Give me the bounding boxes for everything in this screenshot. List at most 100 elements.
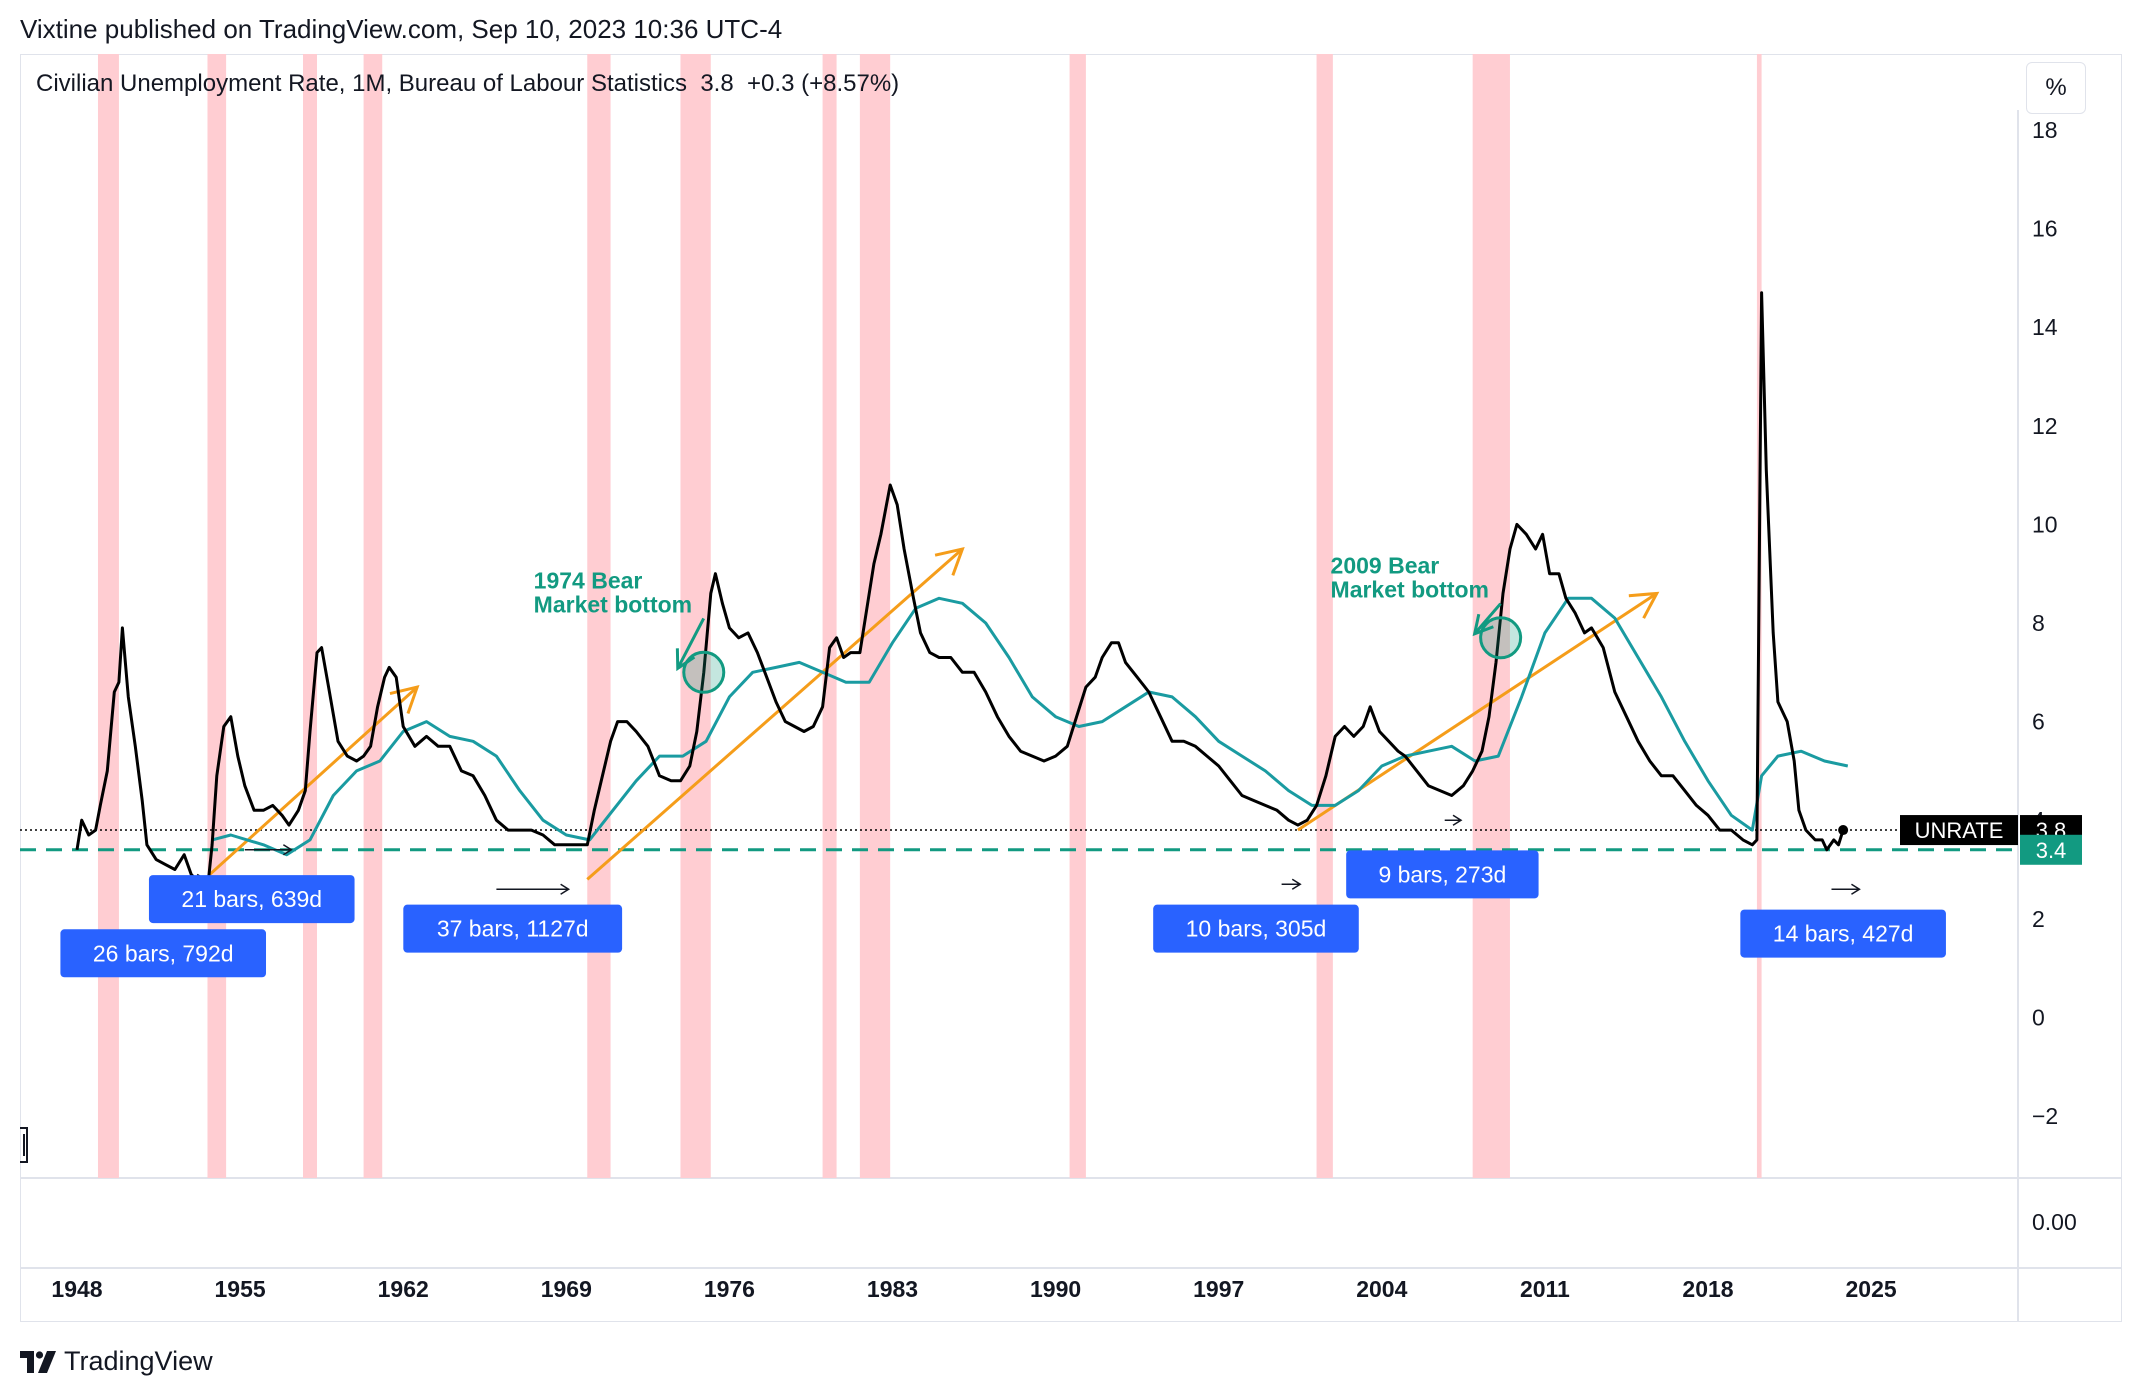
recession-band: [303, 54, 317, 1178]
unrate-line[interactable]: [75, 291, 1845, 891]
bottom-marker-circle: [682, 650, 726, 694]
annotation-line2: Market bottom: [1331, 577, 1489, 603]
series-name-badge: [1900, 815, 2018, 846]
chart-misc: [20, 1127, 28, 1163]
x-tick-label: 1969: [541, 1276, 592, 1302]
range-line-head: [282, 844, 293, 856]
range-line-head: [1452, 814, 1463, 826]
range-label-box: [403, 904, 623, 953]
recession-band: [363, 54, 383, 1178]
legend-series-name: Civilian Unemployment Rate, 1M, Bureau o…: [36, 70, 687, 97]
trend-arrow[interactable]: [208, 685, 419, 876]
range-label-text: 37 bars, 1127d: [437, 916, 589, 942]
range-line-head: [1291, 878, 1302, 890]
series-legend[interactable]: Civilian Unemployment Rate, 1M, Bureau o…: [36, 70, 899, 98]
brand-name: TradingView: [64, 1346, 213, 1376]
trend-arrow[interactable]: [586, 547, 964, 881]
annotation-pointer: [676, 617, 706, 669]
range-label-box: [1740, 909, 1946, 958]
range-label-box: [148, 875, 355, 924]
range-label-text: 26 bars, 792d: [93, 940, 234, 966]
y-tick-label: 2: [2032, 906, 2045, 932]
price-badges: UNRATE 3.83.4: [1900, 815, 2082, 865]
legend-change: +0.3: [747, 70, 795, 97]
range-label-box: [60, 929, 267, 978]
y-tick-label: 0: [2032, 1004, 2045, 1030]
range-measure[interactable]: 14 bars, 427d: [1740, 883, 1946, 958]
range-measure[interactable]: 37 bars, 1127d: [403, 883, 623, 953]
recession-band: [1069, 54, 1086, 1178]
x-tick-label: 1976: [704, 1276, 755, 1302]
recession-band: [822, 54, 837, 1178]
y-tick-label: −2: [2032, 1103, 2058, 1129]
unit-toggle-button[interactable]: %: [2026, 62, 2086, 114]
legend-change-pct: (+8.57%): [801, 70, 900, 97]
recession-band: [587, 54, 611, 1178]
recession-bands: [97, 54, 1762, 1178]
x-tick-label: 1990: [1030, 1276, 1081, 1302]
annotation-pointer-head: [1472, 613, 1494, 637]
range-line-head: [1851, 883, 1861, 895]
ma-line-group: [211, 596, 1849, 857]
range-measure[interactable]: 9 bars, 273d: [1346, 814, 1539, 899]
y-tick-label: 8: [2032, 610, 2045, 636]
range-measurements: 26 bars, 792d 21 bars, 639d 37 bars, 1127d…: [60, 814, 1946, 978]
y-tick-label: 18: [2032, 117, 2058, 143]
recession-band: [97, 54, 119, 1178]
range-measure[interactable]: 21 bars, 639d: [148, 844, 355, 924]
y-axis: 181614121086420−20.00: [2032, 117, 2077, 1235]
recession-band: [680, 54, 711, 1178]
y-tick-label: 16: [2032, 216, 2058, 242]
x-tick-label: 1948: [51, 1276, 102, 1302]
x-axis: 1948 1955 1962 1969 1976 1983 1990 1997 2004 2011…: [51, 1276, 1896, 1302]
publisher-line: Vixtine published on TradingView.com, Se…: [20, 14, 783, 44]
range-label-text: 9 bars, 273d: [1378, 861, 1506, 887]
range-label-text: 14 bars, 427d: [1773, 921, 1914, 947]
trend-arrowhead: [934, 546, 965, 576]
y-tick-label: 12: [2032, 413, 2058, 439]
series-name-badge-text: UNRATE: [1915, 818, 2004, 843]
annotation-pointer-head: [675, 648, 696, 672]
tradingview-logo[interactable]: TradingView: [20, 1346, 213, 1377]
annotation-line1: 2009 Bear: [1331, 553, 1440, 579]
unit-label: %: [2045, 74, 2067, 101]
range-line-head: [560, 883, 571, 895]
y-tick-label: 6: [2032, 709, 2045, 735]
support-value-badge-text: 3.4: [2036, 838, 2067, 863]
range-label-box: [1346, 850, 1539, 899]
trend-arrowhead: [1628, 591, 1660, 619]
y-tick-label: 14: [2032, 314, 2058, 340]
recession-band: [1316, 54, 1333, 1178]
price-line-group: [75, 291, 1849, 891]
x-tick-label: 2018: [1682, 1276, 1733, 1302]
pane-collapse-icon[interactable]: [20, 1127, 28, 1163]
annotation-line1: 1974 Bear: [534, 567, 643, 593]
support-value-badge: [2020, 834, 2082, 865]
x-tick-label: 2004: [1356, 1276, 1407, 1302]
support-line-group: [20, 829, 2018, 852]
x-tick-label: 1955: [215, 1276, 266, 1302]
x-tick-label: 1997: [1193, 1276, 1244, 1302]
x-tick-label: 2025: [1846, 1276, 1897, 1302]
lower-pane-tick: 0.00: [2032, 1209, 2077, 1235]
annotation-pointer: [1473, 602, 1502, 635]
x-tick-label: 2011: [1520, 1276, 1570, 1302]
last-point-marker: [1838, 825, 1849, 836]
y-tick-label: 10: [2032, 511, 2058, 537]
range-label-box: [1153, 904, 1359, 953]
range-measure[interactable]: 26 bars, 792d: [60, 873, 267, 978]
range-measure[interactable]: 10 bars, 305d: [1153, 878, 1359, 953]
bottom-marker-circle: [1479, 616, 1523, 660]
range-label-text: 10 bars, 305d: [1186, 916, 1327, 942]
x-tick-label: 1962: [378, 1276, 429, 1302]
legend-last: 3.8: [700, 70, 734, 97]
range-label-text: 21 bars, 639d: [181, 886, 322, 912]
annotation-line2: Market bottom: [534, 591, 692, 617]
x-tick-label: 1983: [867, 1276, 918, 1302]
tv-logo-icon: [20, 1350, 56, 1373]
ma-line[interactable]: [211, 596, 1849, 857]
